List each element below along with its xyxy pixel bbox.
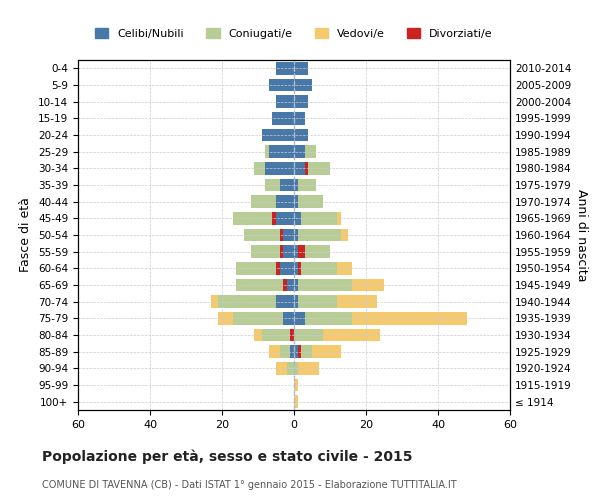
Bar (294, 262, 298, 274)
Bar (294, 78, 312, 91)
Bar (337, 262, 352, 274)
Bar (337, 296, 377, 308)
Bar (337, 212, 341, 224)
Bar (294, 312, 305, 324)
Bar (294, 112, 305, 124)
Bar (276, 96, 294, 108)
Bar (251, 246, 280, 258)
Bar (287, 279, 294, 291)
Bar (294, 379, 298, 391)
Bar (294, 128, 308, 141)
Bar (298, 229, 341, 241)
Bar (254, 162, 265, 174)
Bar (298, 262, 301, 274)
Bar (280, 246, 283, 258)
Bar (298, 179, 316, 191)
Y-axis label: Fasce di età: Fasce di età (19, 198, 32, 272)
Bar (298, 196, 323, 208)
Bar (233, 212, 272, 224)
Bar (236, 279, 283, 291)
Bar (276, 362, 287, 374)
Bar (254, 329, 262, 341)
Bar (280, 262, 294, 274)
Bar (294, 346, 298, 358)
Bar (294, 62, 308, 74)
Bar (276, 62, 294, 74)
Bar (294, 196, 298, 208)
Bar (287, 362, 294, 374)
Bar (283, 246, 294, 258)
Bar (251, 196, 276, 208)
Bar (301, 212, 337, 224)
Bar (265, 179, 280, 191)
Bar (352, 279, 384, 291)
Bar (262, 329, 290, 341)
Bar (272, 112, 294, 124)
Bar (294, 296, 298, 308)
Bar (244, 229, 280, 241)
Bar (265, 162, 294, 174)
Bar (294, 162, 305, 174)
Bar (298, 362, 319, 374)
Bar (236, 262, 276, 274)
Bar (280, 346, 290, 358)
Bar (280, 229, 283, 241)
Bar (218, 296, 276, 308)
Bar (301, 262, 337, 274)
Bar (294, 229, 298, 241)
Bar (276, 296, 294, 308)
Bar (301, 346, 312, 358)
Bar (269, 78, 294, 91)
Text: COMUNE DI TAVENNA (CB) - Dati ISTAT 1° gennaio 2015 - Elaborazione TUTTITALIA.IT: COMUNE DI TAVENNA (CB) - Dati ISTAT 1° g… (42, 480, 457, 490)
Bar (341, 229, 348, 241)
Bar (308, 162, 330, 174)
Bar (298, 279, 352, 291)
Bar (298, 246, 305, 258)
Bar (294, 212, 301, 224)
Bar (323, 329, 380, 341)
Legend: Celibi/Nubili, Coniugati/e, Vedovi/e, Divorziati/e: Celibi/Nubili, Coniugati/e, Vedovi/e, Di… (91, 24, 497, 43)
Bar (272, 212, 276, 224)
Bar (294, 246, 298, 258)
Bar (305, 162, 308, 174)
Bar (294, 96, 308, 108)
Bar (352, 312, 467, 324)
Bar (305, 246, 330, 258)
Bar (294, 329, 323, 341)
Bar (233, 312, 283, 324)
Bar (305, 312, 352, 324)
Bar (218, 312, 233, 324)
Bar (298, 346, 301, 358)
Bar (283, 312, 294, 324)
Bar (265, 146, 269, 158)
Bar (294, 179, 298, 191)
Bar (294, 146, 305, 158)
Bar (290, 329, 294, 341)
Bar (269, 346, 280, 358)
Bar (211, 296, 218, 308)
Bar (280, 179, 294, 191)
Bar (276, 212, 294, 224)
Bar (312, 346, 341, 358)
Bar (283, 279, 287, 291)
Bar (276, 262, 280, 274)
Bar (294, 279, 298, 291)
Bar (290, 346, 294, 358)
Bar (305, 146, 316, 158)
Bar (294, 362, 298, 374)
Text: Popolazione per età, sesso e stato civile - 2015: Popolazione per età, sesso e stato civil… (42, 450, 413, 464)
Bar (262, 128, 294, 141)
Y-axis label: Anni di nascita: Anni di nascita (575, 188, 588, 281)
Bar (269, 146, 294, 158)
Bar (298, 296, 337, 308)
Bar (294, 396, 298, 408)
Bar (276, 196, 294, 208)
Bar (283, 229, 294, 241)
